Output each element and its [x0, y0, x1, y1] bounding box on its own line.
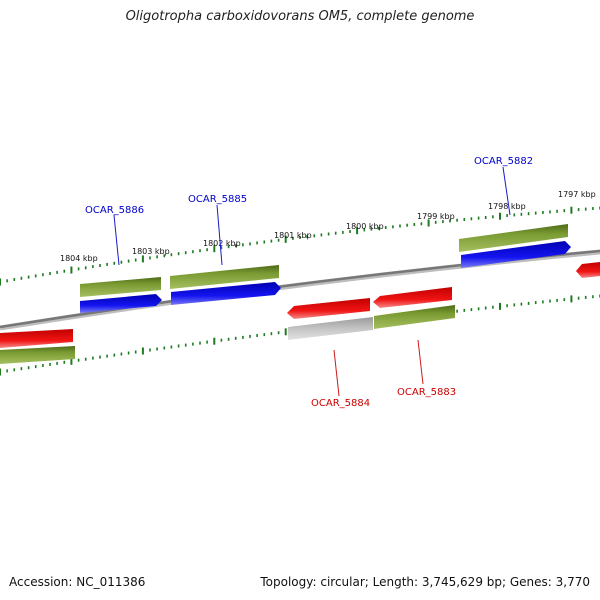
tick-label-1801: 1801 kbp [274, 231, 312, 240]
tick-label-1803: 1803 kbp [132, 247, 170, 256]
accession-text: Accession: NC_011386 [9, 575, 146, 589]
leader-line-5885 [216, 204, 223, 266]
tick-label-1797: 1797 kbp [558, 190, 596, 199]
tick-label-1799: 1799 kbp [417, 212, 455, 221]
gene-bar-reverse-left[interactable] [0, 346, 75, 364]
gene-label-ocar-5882[interactable]: OCAR_5882 [474, 156, 533, 167]
gene-label-ocar-5883[interactable]: OCAR_5883 [397, 387, 456, 398]
leader-line-5882 [502, 166, 511, 216]
cds-arrow-reverse-left[interactable] [0, 329, 73, 348]
cds-arrow-forward-5885[interactable] [171, 282, 281, 305]
gene-label-ocar-5885[interactable]: OCAR_5885 [188, 194, 247, 205]
gene-bar-reverse-5883[interactable] [374, 305, 455, 329]
gene-bar-forward-5882[interactable] [459, 224, 568, 252]
cds-arrow-forward-5886[interactable] [80, 294, 162, 313]
pseudo-bar-reverse-5884[interactable] [288, 317, 373, 340]
outer-tick-track [0, 206, 600, 286]
gene-label-ocar-5884[interactable]: OCAR_5884 [311, 398, 370, 409]
gene-bar-forward-5886[interactable] [80, 277, 161, 297]
cds-arrow-reverse-5883[interactable] [373, 287, 452, 308]
tick-label-1802: 1802 kbp [203, 239, 241, 248]
cds-arrow-reverse-right[interactable] [576, 262, 600, 278]
gene-label-ocar-5886[interactable]: OCAR_5886 [85, 205, 144, 216]
tick-label-1804: 1804 kbp [60, 254, 98, 263]
leader-line-5883 [417, 339, 424, 385]
gene-bar-forward-5885[interactable] [170, 265, 279, 289]
tick-label-1798: 1798 kbp [488, 202, 526, 211]
leader-line-5884 [333, 349, 340, 397]
cds-arrow-reverse-5884[interactable] [287, 298, 370, 319]
leader-line-5886 [113, 214, 120, 266]
tick-label-1800: 1800 kbp [346, 222, 384, 231]
genome-summary-text: Topology: circular; Length: 3,745,629 bp… [260, 575, 590, 589]
map-title: Oligotropha carboxidovorans OM5, complet… [125, 9, 475, 24]
cds-arrow-forward-5882[interactable] [461, 241, 571, 268]
